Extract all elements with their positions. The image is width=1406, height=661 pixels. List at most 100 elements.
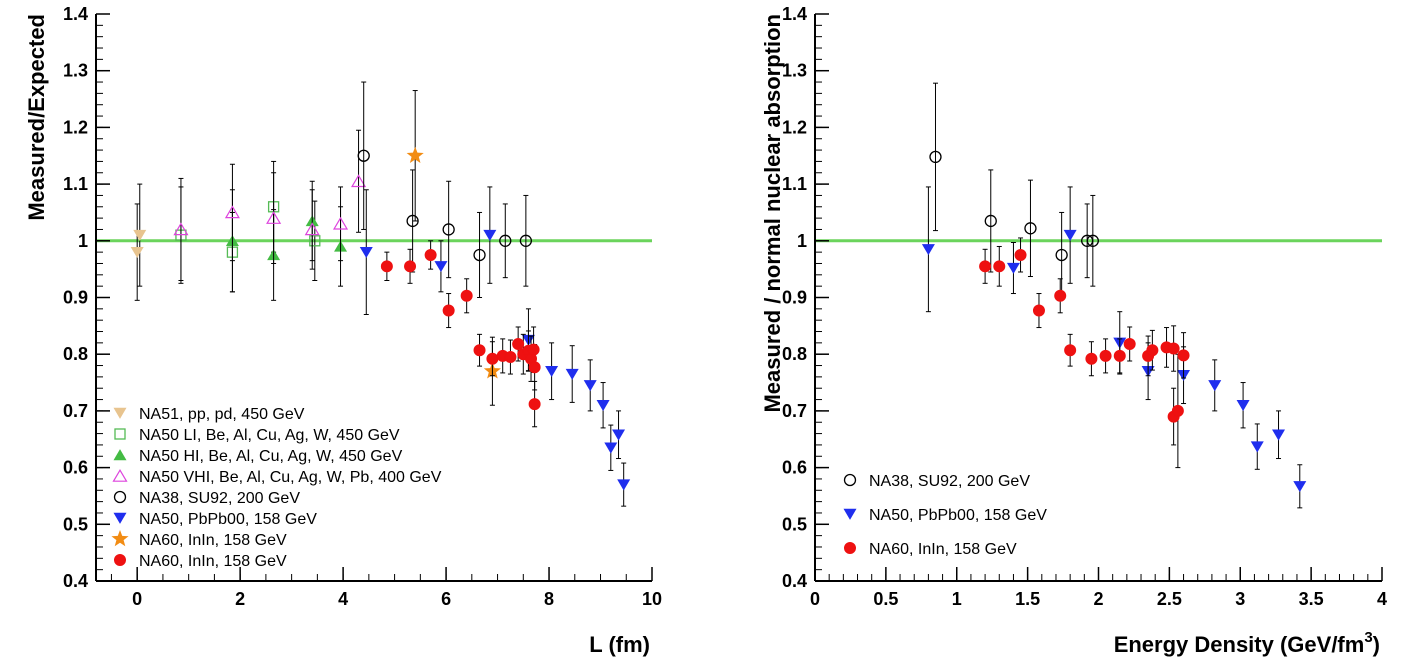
data-point [351,174,367,188]
data-point [596,400,610,412]
legend-label: NA38, SU92, 200 GeV [869,473,1030,490]
legend: NA51, pp, pd, 450 GeV NA50 LI, Be, Al, Cu… [111,406,442,570]
data-point [528,398,541,411]
data-point [519,234,533,247]
y-tick-label: 0.5 [63,514,88,534]
y-tick-label: 0.6 [782,458,807,478]
legend-marker [113,512,127,524]
data-point [979,260,992,273]
data-point [1208,380,1222,392]
x-axis-title: L (fm) [589,632,650,657]
x-tick-label: 8 [544,589,554,609]
data-point [1006,262,1020,274]
y-tick-label: 1 [797,231,807,251]
data-point [1063,229,1077,241]
data-point [1171,404,1184,417]
x-tick-label: 1.5 [1015,589,1040,609]
data-point [583,380,597,392]
x-tick-label: 3.5 [1299,589,1324,609]
data-point [442,223,455,236]
legend-marker [844,542,856,554]
y-axis-title: Measured / normal nuclear absorption [760,14,785,413]
series-4 [173,129,367,281]
data-point [545,366,559,378]
legend-label: NA60, InIn, 158 GeV [139,532,287,549]
y-tick-label: 1.3 [782,61,807,81]
data-point [173,222,189,236]
data-point [1250,441,1264,453]
data-point [309,235,321,247]
data-point [380,260,393,273]
legend-marker [111,530,129,547]
data-point [1054,289,1067,302]
legend-marker [114,428,126,440]
legend-marker [843,508,857,520]
data-point [1236,400,1250,412]
data-point [359,246,373,258]
data-point [1146,344,1159,357]
data-point [1064,344,1077,357]
legend-marker [113,407,127,419]
data-point [224,205,240,219]
legend-label: NA50 VHI, Be, Al, Cu, Ag, W, Pb, 400 GeV [139,469,442,486]
data-point [266,211,282,224]
legend-marker [113,449,127,461]
legend-label: NA50 LI, Be, Al, Cu, Ag, W, 450 GeV [139,427,400,444]
x-tick-label: 10 [642,589,662,609]
data-point [929,150,942,164]
data-point [984,214,997,228]
data-point [404,260,417,273]
legend-label: NA50, PbPb00, 158 GeV [139,511,317,528]
x-tick-label: 2 [1093,589,1103,609]
data-point [1293,481,1307,493]
data-point [486,352,499,365]
series-1 [929,82,1099,298]
y-tick-label: 0.4 [782,571,807,591]
data-point [565,368,579,380]
y-tick-label: 1.2 [782,117,807,137]
x-tick-label: 0 [810,589,820,609]
y-axis-title: Measured/Expected [24,14,49,221]
data-point [442,304,455,317]
data-point [406,146,424,164]
y-tick-label: 0.8 [63,344,88,364]
y-tick-label: 1 [78,231,88,251]
chart-2: 0.4 0.5 0.6 0.7 0.8 0.9 1 1.1 1.2 1.3 1.4 0 0.5 1 1.5 2… [760,4,1387,657]
y-tick-label: 1.4 [782,4,807,24]
data-point [1272,429,1286,441]
legend-label: NA60, InIn, 158 GeV [139,553,287,570]
legend-label: NA50, PbPb00, 158 GeV [869,507,1047,524]
data-point [1014,248,1027,261]
y-tick-label: 1.1 [782,174,807,194]
series-8 [380,240,541,428]
y-tick-label: 0.8 [782,344,807,364]
x-tick-label: 4 [1377,589,1387,609]
x-tick-label: 0 [132,589,142,609]
y-tick-label: 0.5 [782,514,807,534]
data-point [1123,337,1136,350]
data-point [993,260,1006,273]
data-point [304,222,320,236]
legend-marker [113,490,127,504]
series-1 [130,183,147,301]
data-point [460,289,473,302]
data-point [133,229,147,241]
data-point [332,216,349,230]
data-point [357,149,370,162]
data-point [612,429,626,441]
x-axis-title-close: ) [1373,632,1380,657]
y-tick-label: 1.2 [63,117,88,137]
legend-label: NA38, SU92, 200 GeV [139,490,300,507]
chart-1: 0.4 0.5 0.6 0.7 0.8 0.9 1 1.1 1.2 1.3 1.4 0 2 4 6 8 10 Me… [24,4,662,657]
data-point [1177,349,1190,362]
legend-label: NA60, InIn, 158 GeV [869,541,1017,558]
data-point [434,261,448,273]
legend-label: NA50 HI, Be, Al, Cu, Ag, W, 450 GeV [139,448,403,465]
legend-marker [112,468,128,482]
data-point [473,344,486,357]
legend-label: NA51, pp, pd, 450 GeV [139,406,305,423]
data-point [1167,342,1180,355]
y-tick-label: 0.6 [63,458,88,478]
data-point [1085,352,1098,365]
